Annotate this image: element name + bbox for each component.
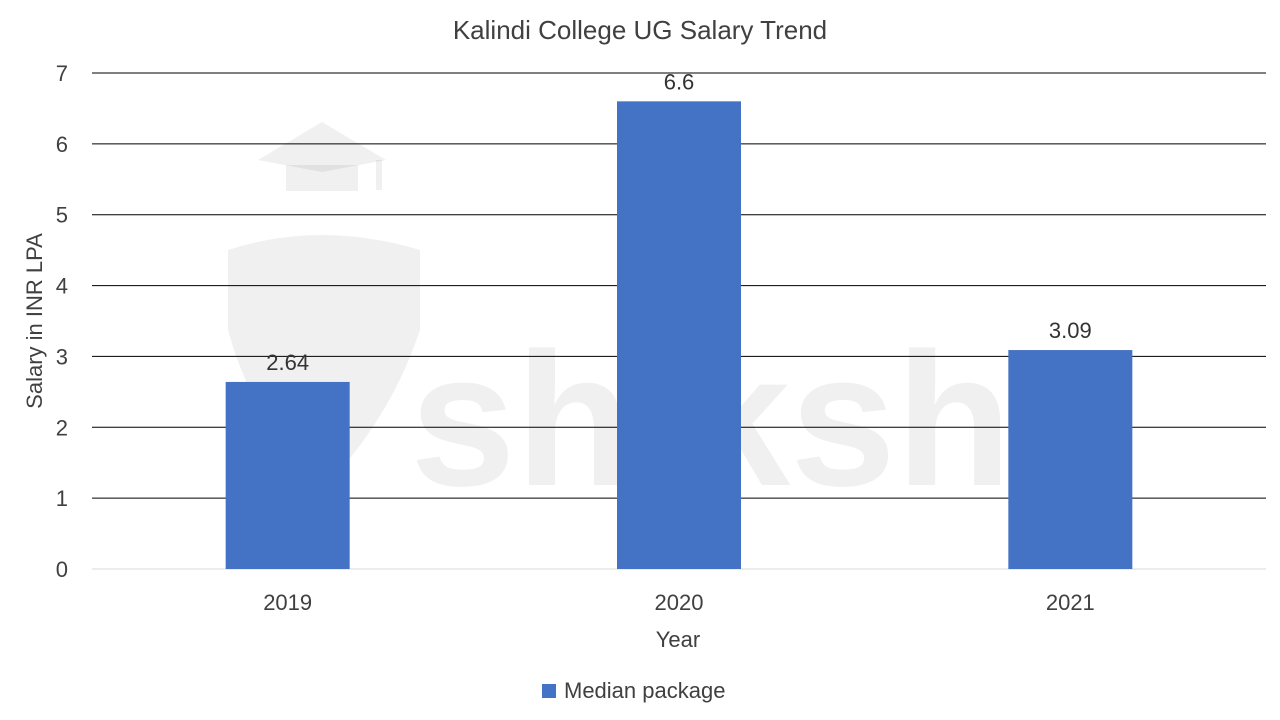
legend-swatch [542, 684, 556, 698]
y-axis-title: Salary in INR LPA [22, 233, 47, 409]
y-tick-label: 7 [56, 61, 68, 86]
bar-series [225, 101, 1133, 569]
x-axis-ticks: 2019 2020 2021 [263, 590, 1095, 615]
bar-2019 [225, 381, 350, 569]
y-tick-label: 0 [56, 557, 68, 582]
data-label-2020: 6.6 [664, 69, 695, 94]
watermark-text: shiksha [410, 314, 1119, 526]
bar-2021 [1008, 350, 1133, 569]
y-tick-label: 3 [56, 344, 68, 369]
legend: Median package [542, 678, 725, 703]
bar-2020 [617, 101, 741, 569]
data-label-2021: 3.09 [1049, 318, 1092, 343]
y-tick-label: 6 [56, 132, 68, 157]
y-tick-label: 1 [56, 486, 68, 511]
legend-label: Median package [564, 678, 725, 703]
y-tick-label: 5 [56, 203, 68, 228]
data-label-2019: 2.64 [266, 350, 309, 375]
x-tick-label-2020: 2020 [655, 590, 704, 615]
x-axis-title: Year [656, 627, 700, 652]
chart-title: Kalindi College UG Salary Trend [453, 15, 827, 45]
data-labels: 2.64 6.6 3.09 [266, 69, 1091, 375]
y-axis-ticks: 0 1 2 3 4 5 6 7 [56, 61, 68, 582]
y-tick-label: 2 [56, 415, 68, 440]
y-tick-label: 4 [56, 274, 68, 299]
x-tick-label-2021: 2021 [1046, 590, 1095, 615]
graduation-cap-icon [258, 122, 386, 191]
x-tick-label-2019: 2019 [263, 590, 312, 615]
